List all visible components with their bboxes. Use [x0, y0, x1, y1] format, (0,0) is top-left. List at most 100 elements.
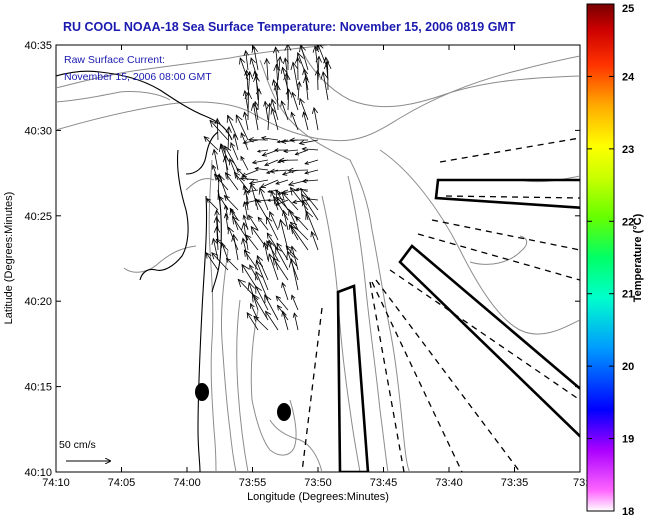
current-vector-head [276, 139, 281, 144]
current-vector-head [242, 89, 249, 97]
current-vector-head [213, 225, 221, 233]
current-vector [299, 98, 309, 121]
current-vector-head [263, 100, 269, 107]
current-vector [295, 216, 309, 231]
current-vector-head [275, 246, 282, 255]
current-vector-head [241, 237, 248, 245]
current-vector-head [255, 259, 264, 270]
colorbar-tick-label: 22 [622, 216, 634, 228]
current-vector-head [291, 199, 298, 205]
current-vector [275, 295, 289, 311]
dashed-lanes [301, 137, 580, 472]
current-vector-head [302, 68, 309, 76]
current-vector [303, 112, 309, 131]
current-vector-head [256, 149, 261, 153]
current-vector [267, 103, 271, 131]
current-vector [254, 101, 259, 121]
x-tick-label: 73:45 [370, 477, 398, 489]
current-vector [266, 58, 269, 81]
current-vector [240, 156, 249, 171]
current-vector [229, 158, 239, 181]
current-vector [255, 260, 269, 291]
y-axis-label: Latitude (Degrees:Minutes) [3, 192, 15, 325]
current-vector [276, 243, 289, 261]
current-vector-head [273, 63, 281, 72]
current-vector [289, 224, 299, 241]
restricted-zones [336, 178, 580, 472]
current-vector-head [310, 230, 316, 238]
current-vector-head [281, 209, 288, 217]
current-vector-head [295, 215, 301, 222]
current-vector [264, 159, 279, 166]
current-vector-head [262, 241, 268, 248]
current-vector [291, 246, 299, 271]
current-vector-head [249, 183, 257, 192]
current-vector-head [298, 140, 305, 146]
current-vector-head [299, 45, 306, 53]
current-vector-head [257, 216, 263, 222]
current-vector [256, 255, 269, 281]
current-vector [300, 45, 309, 71]
current-vector [213, 149, 219, 171]
current-vector-head [223, 194, 230, 202]
current-vector-head [265, 102, 273, 111]
coastline [139, 149, 189, 281]
current-vector [305, 76, 309, 101]
current-vector [246, 312, 259, 331]
current-vector [245, 189, 249, 211]
current-vector [245, 50, 249, 71]
current-vector [221, 242, 229, 261]
current-vector-head [203, 136, 210, 142]
current-vector-head [240, 155, 245, 161]
current-vector [275, 246, 289, 271]
current-vector-head [241, 221, 249, 231]
current-vector-head [252, 70, 259, 77]
bathymetry-contour [56, 45, 331, 89]
current-vector-head [233, 171, 241, 179]
current-vector-head [266, 216, 273, 225]
current-vector [291, 112, 299, 131]
current-vector-head [295, 187, 300, 192]
map-layer [56, 45, 580, 472]
current-vector-head [275, 295, 282, 302]
current-vector-head [273, 82, 281, 91]
current-vector-head [247, 137, 254, 143]
current-vector-head [247, 281, 255, 291]
x-tick-label: 73:40 [435, 477, 463, 489]
legend-line-2: November 15, 2006 08:00 GMT [64, 71, 212, 83]
colorbar-tick-label: 21 [622, 289, 634, 301]
current-vector [286, 73, 289, 101]
current-vector [244, 90, 249, 111]
figure-title: RU COOL NOAA-18 Sea Surface Temperature:… [63, 20, 516, 34]
current-vector-head [264, 57, 270, 65]
current-vector-head [248, 214, 253, 221]
current-vector-head [292, 312, 298, 318]
current-vector-head [276, 160, 281, 164]
current-vector-head [304, 170, 309, 175]
current-vector-head [236, 167, 242, 173]
current-vector [219, 196, 229, 211]
current-vector [243, 222, 249, 251]
current-vector-head [206, 197, 212, 203]
current-vector [302, 148, 319, 151]
current-vector [224, 145, 239, 171]
current-vector [265, 311, 279, 331]
current-vector-head [246, 312, 253, 319]
current-vector [224, 195, 239, 211]
x-tick-label: 74:05 [108, 477, 136, 489]
current-vector [257, 88, 260, 111]
current-vector-head [282, 57, 289, 65]
current-vector-head [290, 225, 299, 235]
current-vector-head [288, 258, 298, 268]
current-vector-head [226, 114, 234, 123]
current-vector [253, 316, 269, 331]
current-vector [299, 139, 319, 144]
bathymetry-contour [56, 55, 580, 142]
current-vector-head [304, 161, 309, 165]
y-tick-label: 40:35 [24, 40, 52, 52]
current-vector [276, 83, 279, 111]
current-vector [230, 142, 239, 161]
current-vector-head [229, 208, 236, 216]
current-vector-head [266, 232, 273, 239]
buoy-marker [277, 403, 291, 421]
